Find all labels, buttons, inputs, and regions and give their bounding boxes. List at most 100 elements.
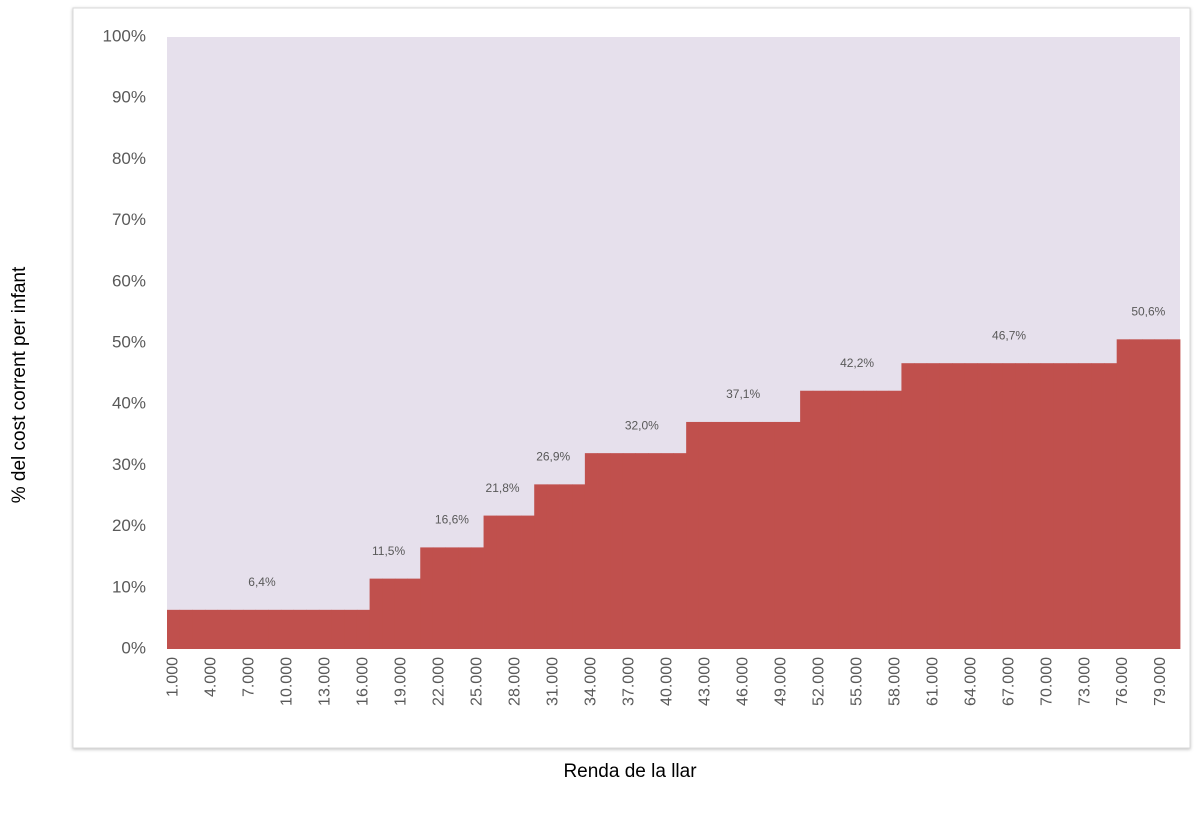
bar — [800, 390, 814, 649]
bar — [939, 363, 953, 649]
bar — [318, 609, 333, 649]
y-tick-label: 90% — [112, 88, 146, 107]
y-tick-label: 100% — [103, 26, 146, 45]
bar — [952, 363, 966, 649]
y-tick-label: 0% — [121, 638, 146, 657]
x-tick-label: 25.000 — [468, 657, 485, 706]
value-label: 21,8% — [486, 481, 520, 495]
bar — [787, 421, 801, 649]
bar — [559, 484, 573, 649]
bar — [698, 421, 712, 649]
bar — [255, 609, 269, 649]
bar — [356, 609, 370, 649]
bar — [407, 578, 421, 649]
x-tick-label: 64.000 — [962, 657, 979, 706]
bar — [268, 609, 282, 649]
bar — [876, 390, 890, 649]
bar — [914, 363, 928, 649]
value-label: 46,7% — [992, 328, 1026, 342]
bar — [1129, 339, 1143, 649]
bar — [686, 421, 700, 649]
x-tick-label: 43.000 — [696, 657, 713, 706]
x-tick-label: 61.000 — [924, 657, 941, 706]
x-tick-label: 34.000 — [582, 657, 599, 706]
bar — [1002, 363, 1016, 649]
x-tick-label: 37.000 — [620, 657, 637, 706]
bar — [597, 453, 611, 649]
value-label: 16,6% — [435, 513, 469, 527]
bar — [217, 609, 231, 649]
x-tick-label: 1.000 — [165, 657, 182, 697]
bar — [167, 609, 181, 649]
bar — [648, 453, 662, 649]
bar — [192, 609, 206, 649]
x-tick-label: 10.000 — [279, 657, 296, 706]
value-label: 50,6% — [1131, 304, 1165, 318]
bar — [964, 363, 978, 649]
x-tick-label: 49.000 — [772, 657, 789, 706]
bar — [584, 453, 598, 649]
x-tick-label: 70.000 — [1038, 657, 1055, 706]
bar — [1091, 363, 1105, 649]
bar — [1078, 363, 1092, 649]
bar — [293, 609, 307, 649]
x-tick-label: 28.000 — [506, 657, 523, 706]
bar — [1167, 339, 1181, 649]
bar — [534, 484, 548, 649]
bar — [825, 390, 839, 649]
x-tick-label: 73.000 — [1076, 657, 1093, 706]
bar — [660, 453, 674, 649]
value-label: 26,9% — [536, 450, 570, 464]
bar — [306, 609, 320, 649]
bar — [1116, 339, 1130, 649]
bar — [863, 390, 877, 649]
bar — [888, 390, 902, 649]
bar — [838, 390, 852, 649]
x-tick-label: 55.000 — [848, 657, 865, 706]
bar — [1053, 363, 1067, 649]
x-tick-label: 31.000 — [544, 657, 561, 706]
bar — [432, 547, 446, 649]
y-tick-label: 10% — [112, 577, 146, 596]
y-tick-label: 80% — [112, 149, 146, 168]
bar — [622, 453, 636, 649]
bar — [470, 547, 484, 649]
value-label: 6,4% — [248, 575, 276, 589]
bar — [230, 609, 244, 649]
x-tick-label: 52.000 — [810, 657, 827, 706]
bar — [242, 609, 257, 649]
value-label: 37,1% — [726, 387, 760, 401]
value-label: 32,0% — [625, 418, 659, 432]
bar — [204, 609, 219, 649]
bar — [673, 453, 687, 649]
bar — [331, 609, 345, 649]
bar — [280, 609, 295, 649]
y-tick-label: 40% — [112, 394, 146, 413]
bar — [546, 484, 560, 649]
bar — [483, 515, 497, 649]
bar — [458, 547, 472, 649]
x-tick-label: 16.000 — [354, 657, 371, 706]
bar — [1040, 363, 1054, 649]
x-tick-label: 22.000 — [430, 657, 447, 706]
x-tick-label: 7.000 — [241, 657, 258, 697]
bar — [179, 609, 193, 649]
value-label: 11,5% — [372, 544, 405, 558]
bar — [635, 453, 649, 649]
bar — [724, 421, 738, 649]
bar — [1142, 339, 1156, 649]
bar — [774, 421, 788, 649]
bar — [1028, 363, 1042, 649]
bar — [572, 484, 586, 649]
bar — [521, 515, 535, 649]
bar — [508, 515, 522, 649]
value-label: 42,2% — [840, 356, 874, 370]
x-tick-label: 40.000 — [658, 657, 675, 706]
y-axis-title: % del cost corrent per infant — [9, 266, 30, 503]
x-axis-title: Renda de la llar — [563, 761, 697, 782]
y-tick-label: 60% — [112, 271, 146, 290]
bar — [990, 363, 1004, 649]
bar — [382, 578, 396, 649]
bar — [711, 421, 725, 649]
bar — [736, 421, 750, 649]
